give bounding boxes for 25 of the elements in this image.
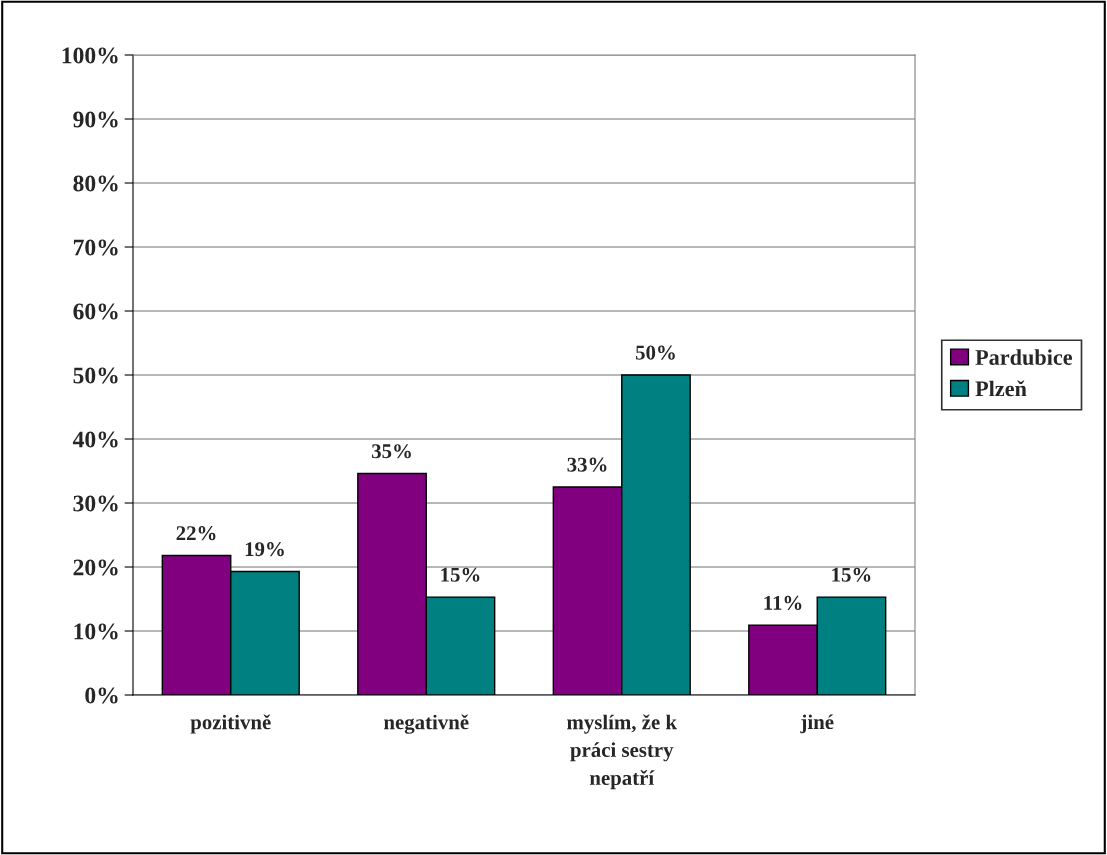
y-tick-label: 40%: [72, 431, 118, 448]
y-tick-label: 90%: [73, 111, 118, 128]
data-label: 15%: [441, 567, 480, 582]
data-label: 35%: [371, 444, 411, 459]
x-tick-label: negativně: [383, 714, 469, 734]
y-tick-label: 80%: [73, 175, 118, 192]
y-tick-label: 20%: [73, 559, 118, 576]
x-tick-label: myslím, že k práci sestry nepatří: [567, 714, 677, 790]
data-label: 22%: [176, 526, 216, 541]
legend-label: Pardubice: [975, 349, 1073, 365]
y-tick-label: 100%: [62, 47, 118, 64]
data-label: 50%: [635, 345, 675, 360]
x-tick-label: jiné: [800, 714, 834, 734]
y-tick-label: 30%: [73, 495, 118, 512]
y-tick-label: 0%: [85, 687, 118, 704]
y-tick-label: 70%: [73, 239, 118, 256]
data-label: 19%: [245, 542, 284, 557]
data-label: 11%: [764, 595, 802, 610]
legend-label: Plzeň: [975, 380, 1027, 397]
y-tick-label: 10%: [74, 623, 118, 640]
data-label: 33%: [567, 457, 607, 472]
y-tick-label: 60%: [73, 303, 118, 320]
x-tick-label: pozitivně: [190, 714, 271, 734]
y-tick-label: 50%: [73, 367, 118, 384]
data-label: 15%: [832, 567, 871, 582]
